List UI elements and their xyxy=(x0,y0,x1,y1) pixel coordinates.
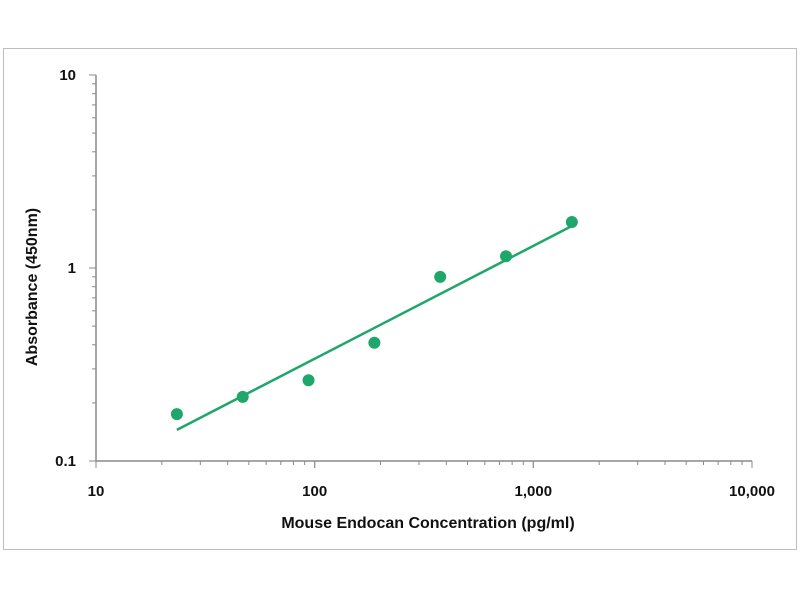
tick-labels: 10 100 1,000 10,000 0.1 1 10 xyxy=(55,67,775,500)
x-tick-label: 10,000 xyxy=(729,483,775,500)
data-point xyxy=(500,250,513,263)
y-tick-label: 10 xyxy=(59,67,76,84)
data-point xyxy=(170,408,183,421)
x-tick-label: 10 xyxy=(88,483,105,500)
data-point xyxy=(434,270,447,283)
y-axis-title: Absorbance (450nm) xyxy=(24,208,41,366)
axes xyxy=(95,75,752,462)
x-tick-label: 1,000 xyxy=(515,483,553,500)
data-point xyxy=(565,216,578,229)
y-tick-label: 1 xyxy=(68,260,76,277)
chart-frame xyxy=(3,48,797,550)
x-axis-title: Mouse Endocan Concentration (pg/ml) xyxy=(281,515,574,532)
data-point xyxy=(236,390,249,403)
ticks xyxy=(89,74,753,468)
data-point xyxy=(302,374,315,387)
data-point xyxy=(368,336,381,349)
x-tick-label: 100 xyxy=(302,483,327,500)
y-tick-label: 0.1 xyxy=(55,453,76,470)
fit-line xyxy=(176,224,573,431)
series xyxy=(170,216,578,431)
